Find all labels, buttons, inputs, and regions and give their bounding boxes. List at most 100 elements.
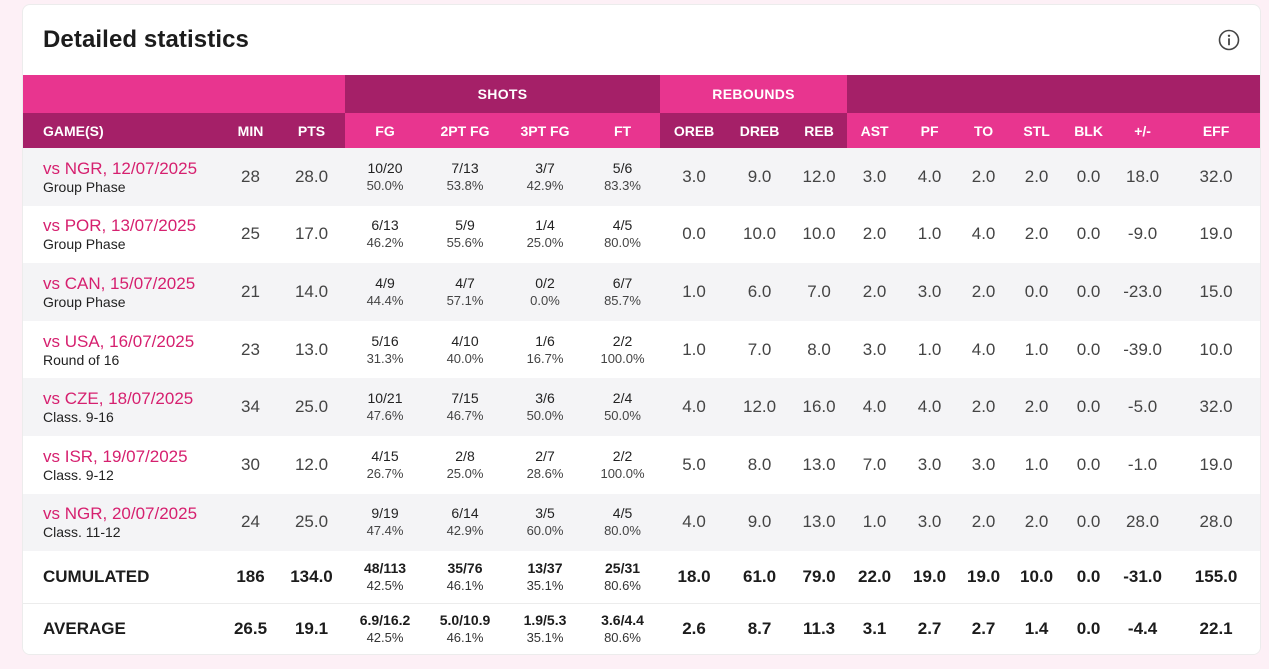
average-ast: 3.1 xyxy=(847,602,903,654)
average-3pt-fg: 1.9/5.3 35.1% xyxy=(505,602,585,654)
shot-made: 4/7 xyxy=(455,274,475,291)
shot-pct: 16.7% xyxy=(526,350,564,366)
cell-dreb: 8.0 xyxy=(728,435,792,494)
average-dreb: 8.7 xyxy=(728,602,792,654)
col-header-dreb[interactable]: DREB xyxy=(728,113,792,148)
cell-stl: 2.0 xyxy=(1010,493,1064,552)
cumulated-min: 186 xyxy=(223,551,278,604)
shot-pct: 80.6% xyxy=(604,630,641,646)
cell-3pt-fg: 1/6 16.7% xyxy=(505,320,585,379)
cell-fg: 9/19 47.4% xyxy=(345,493,425,552)
cell-pf: 3.0 xyxy=(902,435,958,494)
average-pts: 19.1 xyxy=(278,602,345,654)
col-header-stl[interactable]: STL xyxy=(1010,113,1064,148)
game-link[interactable]: vs NGR, 12/07/2025 xyxy=(43,158,198,178)
cell-pts: 13.0 xyxy=(278,320,345,379)
cell-stl: 0.0 xyxy=(1010,263,1064,321)
shot-made: 48/113 xyxy=(363,559,407,576)
average-min: 26.5 xyxy=(223,602,278,654)
average-fg: 6.9/16.2 42.5% xyxy=(345,602,425,654)
game-link[interactable]: vs CAN, 15/07/2025 xyxy=(43,273,196,293)
summary-rows: CUMULATED 186 134.0 48/113 42.5% 35/76 46.… xyxy=(23,551,1260,654)
cell-ast: 2.0 xyxy=(847,263,903,321)
col-header-oreb[interactable]: OREB xyxy=(660,113,729,148)
game-phase: Class. 9-16 xyxy=(43,409,114,426)
shot-pct: 28.6% xyxy=(526,465,564,481)
cell-ast: 4.0 xyxy=(847,378,903,436)
shot-made: 0/2 xyxy=(535,274,555,291)
cell-ft: 2/4 50.0% xyxy=(585,378,661,436)
col-header-pf[interactable]: PF xyxy=(902,113,958,148)
shot-made: 5/16 xyxy=(371,332,399,349)
cell-ft: 6/7 85.7% xyxy=(585,263,661,321)
cell-pf: 3.0 xyxy=(902,493,958,552)
col-header-3pt-fg[interactable]: 3PT FG xyxy=(505,113,585,148)
shot-made: 3/5 xyxy=(535,505,555,522)
shot-pct: 0.0% xyxy=(530,292,560,308)
game-link[interactable]: vs NGR, 20/07/2025 xyxy=(43,504,198,524)
cell-pf: 4.0 xyxy=(902,148,958,206)
shot-made: 35/76 xyxy=(447,559,483,576)
cell-2pt-fg: 2/8 25.0% xyxy=(425,435,505,494)
cell-2pt-fg: 4/10 40.0% xyxy=(425,320,505,379)
cell-reb: 13.0 xyxy=(791,493,848,552)
game-phase: Group Phase xyxy=(43,236,126,253)
cell-eff: 28.0 xyxy=(1171,493,1260,552)
game-link[interactable]: vs POR, 13/07/2025 xyxy=(43,216,197,236)
group-shots: SHOTS xyxy=(345,75,661,113)
cell-dreb: 9.0 xyxy=(728,493,792,552)
col-header-to[interactable]: TO xyxy=(957,113,1011,148)
game-cell: vs ISR, 19/07/2025 Class. 9-12 xyxy=(23,435,223,494)
cell-to: 4.0 xyxy=(957,320,1011,379)
cell-3pt-fg: 1/4 25.0% xyxy=(505,205,585,264)
table-row: vs NGR, 20/07/2025 Class. 11-12 24 25.0 9/19… xyxy=(23,493,1260,552)
col-header-2pt-fg[interactable]: 2PT FG xyxy=(425,113,505,148)
cumulated-stl: 10.0 xyxy=(1010,551,1064,604)
col-header-ast[interactable]: AST xyxy=(847,113,903,148)
game-cell: vs USA, 16/07/2025 Round of 16 xyxy=(23,320,223,379)
cell-2pt-fg: 5/9 55.6% xyxy=(425,205,505,264)
cell-plus-minus: -39.0 xyxy=(1114,320,1172,379)
cell-oreb: 5.0 xyxy=(660,435,729,494)
col-header-min[interactable]: MIN xyxy=(223,113,278,148)
cumulated-2pt-fg: 35/76 46.1% xyxy=(425,551,505,604)
col-header-pts[interactable]: PTS xyxy=(278,113,345,148)
cell-3pt-fg: 3/6 50.0% xyxy=(505,378,585,436)
shot-pct: 47.6% xyxy=(366,408,404,424)
shot-made: 2/2 xyxy=(612,332,633,349)
cell-pf: 3.0 xyxy=(902,263,958,321)
group-blank-left xyxy=(23,75,345,113)
cumulated-ft: 25/31 80.6% xyxy=(585,551,661,604)
cell-oreb: 4.0 xyxy=(660,493,729,552)
col-header-plus-minus[interactable]: +/- xyxy=(1114,113,1172,148)
game-cell: vs CAN, 15/07/2025 Group Phase xyxy=(23,263,223,321)
cell-stl: 2.0 xyxy=(1010,205,1064,264)
shot-pct: 31.3% xyxy=(366,350,404,366)
game-link[interactable]: vs CZE, 18/07/2025 xyxy=(43,389,194,409)
cell-ast: 2.0 xyxy=(847,205,903,264)
cell-ast: 1.0 xyxy=(847,493,903,552)
shot-made: 4/5 xyxy=(612,217,633,234)
cumulated-blk: 0.0 xyxy=(1063,551,1115,604)
col-header-blk[interactable]: BLK xyxy=(1063,113,1115,148)
cell-stl: 1.0 xyxy=(1010,435,1064,494)
game-link[interactable]: vs ISR, 19/07/2025 xyxy=(43,446,188,466)
col-header-fg[interactable]: FG xyxy=(345,113,425,148)
col-header-reb[interactable]: REB xyxy=(791,113,848,148)
cumulated-eff: 155.0 xyxy=(1171,551,1260,604)
info-icon[interactable] xyxy=(1218,29,1240,51)
col-header-ft[interactable]: FT xyxy=(585,113,661,148)
shot-pct: 100.0% xyxy=(600,350,645,366)
group-blank-right xyxy=(847,75,1260,113)
col-header-eff[interactable]: EFF xyxy=(1171,113,1260,148)
shot-made: 2/8 xyxy=(455,447,475,464)
shot-pct: 80.0% xyxy=(604,523,641,539)
cell-plus-minus: -23.0 xyxy=(1114,263,1172,321)
cell-reb: 12.0 xyxy=(791,148,848,206)
shot-pct: 50.0% xyxy=(604,408,641,424)
cell-pf: 1.0 xyxy=(902,320,958,379)
col-header-game[interactable]: GAME(S) xyxy=(23,113,223,148)
game-link[interactable]: vs USA, 16/07/2025 xyxy=(43,331,195,351)
shot-made: 10/20 xyxy=(367,159,403,176)
shot-pct: 50.0% xyxy=(366,177,404,193)
